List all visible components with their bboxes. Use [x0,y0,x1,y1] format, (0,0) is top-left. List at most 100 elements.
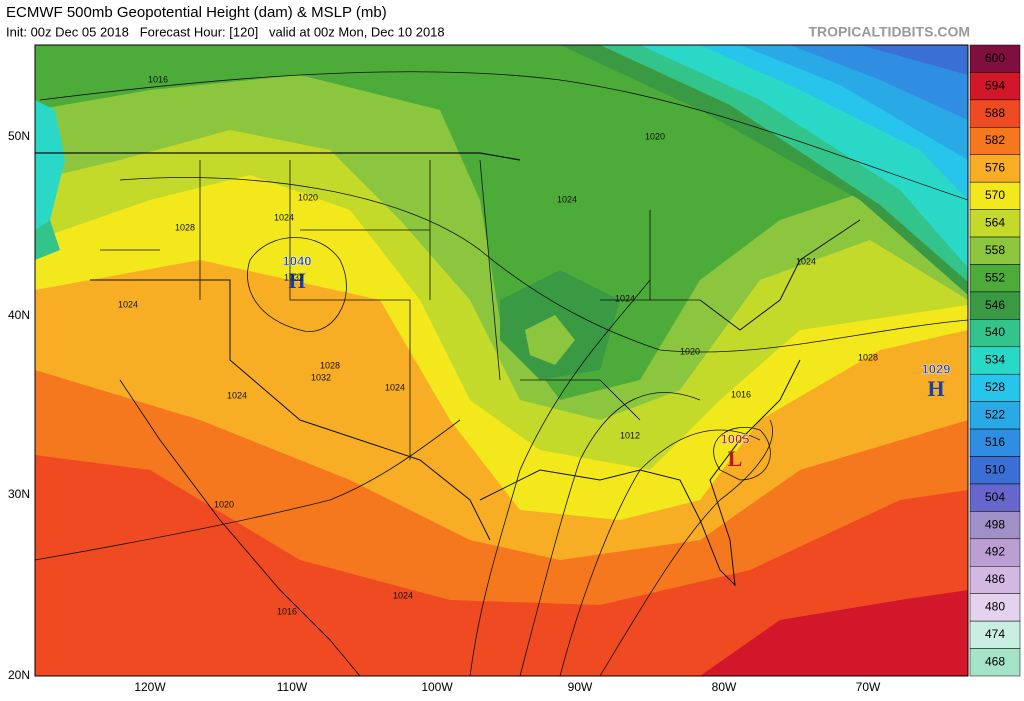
colorbar-swatch [969,456,1021,485]
isobar-label: 1020 [298,192,318,202]
isobar [559,429,761,676]
colorbar-label: 570 [985,188,1005,202]
colorbar-swatch [969,99,1021,128]
colorbar-label: 504 [985,490,1005,504]
pressure-center-symbol: H [288,268,305,293]
colorbar-swatch [969,620,1021,649]
isobar-label: 1012 [620,430,640,440]
height-band [700,590,968,676]
isobar-label: 1024 [796,256,816,266]
latitude-label: 20N [8,668,30,682]
pressure-center-value: 1005 [721,431,750,446]
isobar-label: 1020 [214,499,234,509]
colorbar-label: 600 [985,51,1005,65]
colorbar-label: 540 [985,325,1005,339]
isobar-label: 1028 [175,222,195,232]
pressure-center-symbol: H [927,376,944,401]
height-band [35,220,60,260]
isobar-label: 1032 [284,272,304,282]
isobar [247,237,347,332]
height-band [35,45,968,400]
longitude-label: 80W [712,680,737,694]
colorbar-label: 528 [985,380,1005,394]
isobar-label: 1024 [385,382,405,392]
colorbar-label: 558 [985,243,1005,257]
colorbar-label: 582 [985,133,1005,147]
pressure-center-symbol: L [728,446,743,471]
isobar [39,71,968,201]
colorbar-label: 552 [985,270,1005,284]
longitude-label: 90W [568,680,593,694]
isobar-label: 1016 [277,606,297,616]
state-line [100,159,700,460]
isobar-label: 1024 [393,590,413,600]
isobar-label: 1024 [615,293,635,303]
longitude-label: 120W [134,680,166,694]
latitude-label: 50N [8,129,30,143]
colorbar-swatch [969,127,1021,155]
isobar [519,392,701,676]
isobar-label: 1024 [557,194,577,204]
isobar [35,419,461,561]
height-band [790,45,968,120]
colorbar: 600 594 588 582 576 570 564 558 552 546 540 534 528 5… [969,44,1021,677]
isobar [119,177,968,353]
longitude-label: 100W [421,680,453,694]
colorbar-swatch [969,291,1021,320]
colorbar-swatch [969,483,1021,512]
longitude-label: 70W [856,680,881,694]
colorbar-label: 516 [985,435,1005,449]
pressure-center-value: 1040 [283,253,312,268]
coast-line [479,359,801,587]
map-area [35,45,968,676]
colorbar-label: 564 [985,215,1005,229]
isobar-label: 1028 [858,352,878,362]
isobar-label: 1020 [645,131,665,141]
colorbar-swatch [969,538,1021,567]
isobar-label: 1020 [680,346,700,356]
colorbar-swatch [969,648,1021,677]
map-lines [35,71,968,676]
colorbar-swatch [969,373,1021,402]
colorbar-label: 480 [985,600,1005,614]
border-line [90,279,491,541]
latitude-label: 40N [8,308,30,322]
longitude-label: 110W [277,680,308,694]
colorbar-label: 486 [985,572,1005,586]
coast-line [699,219,861,331]
map-frame [34,44,969,677]
colorbar-swatch [969,511,1021,540]
colorbar-label: 474 [985,627,1005,641]
colorbar-label: 498 [985,517,1005,531]
height-band [860,45,968,75]
map-subtitle: Init: 00z Dec 05 2018 Forecast Hour: [12… [6,24,445,39]
colorbar-label: 546 [985,298,1005,312]
colorbar-swatch [969,401,1021,430]
isobar-label: 1024 [274,212,294,222]
isobar-label: 1028 [320,360,340,370]
pressure-center-value: 1029 [922,361,951,376]
isobar-label: 1024 [227,390,247,400]
colorbar-label: 588 [985,106,1005,120]
coast-line [119,379,361,676]
colorbar-swatch [969,72,1021,101]
colorbar-label: 534 [985,353,1005,367]
watermark: TROPICALTIDBITS.COM [808,24,970,40]
colorbar-label: 594 [985,78,1005,92]
colorbar-swatch [969,593,1021,622]
colorbar-swatch [969,44,1021,73]
colorbar-label: 522 [985,408,1005,422]
colorbar-swatch [969,181,1021,210]
border-line [35,152,521,161]
colorbar-label: 492 [985,545,1005,559]
isobar-label: 1016 [731,389,751,399]
latitude-label: 30N [8,487,30,501]
colorbar-swatch [969,154,1021,183]
height-band [525,315,575,365]
colorbar-label: 510 [985,462,1005,476]
isobar-label: 1024 [118,299,138,309]
map-title: ECMWF 500mb Geopotential Height (dam) & … [6,4,387,21]
colorbar-label: 468 [985,654,1005,668]
